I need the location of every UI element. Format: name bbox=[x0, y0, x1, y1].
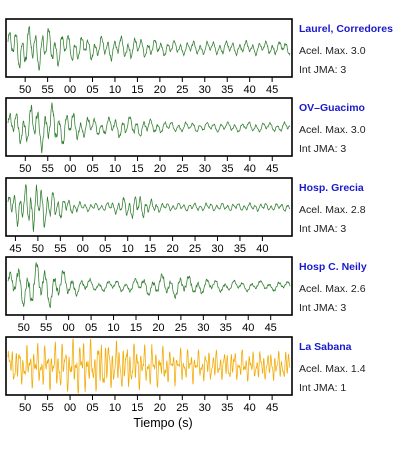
x-tick-label: 00 bbox=[77, 243, 89, 255]
x-tick-label: 15 bbox=[131, 84, 143, 96]
plot-frame bbox=[5, 18, 293, 78]
waveform-trace bbox=[7, 102, 291, 154]
x-tick-label: 30 bbox=[199, 402, 211, 414]
x-tick-label: 10 bbox=[109, 163, 121, 175]
x-tick-label: 15 bbox=[131, 402, 143, 414]
max-acceleration-label: Acel. Max. 2.8 bbox=[299, 204, 366, 216]
x-tick-label: 50 bbox=[19, 84, 31, 96]
x-tick-label: 45 bbox=[265, 322, 277, 334]
x-tick-label: 35 bbox=[221, 163, 233, 175]
x-tick-label: 30 bbox=[199, 163, 211, 175]
x-tick-label: 40 bbox=[244, 163, 256, 175]
x-tick-label: 00 bbox=[64, 402, 76, 414]
plot-frame bbox=[5, 256, 293, 316]
x-tick-label: 10 bbox=[109, 402, 121, 414]
x-tick-label: 55 bbox=[54, 243, 66, 255]
x-tick-label: 50 bbox=[18, 322, 30, 334]
x-tick-label: 40 bbox=[242, 322, 254, 334]
x-tick-label: 20 bbox=[166, 243, 178, 255]
station-name: Laurel, Corredores bbox=[299, 23, 393, 35]
station-name: OV–Guacimo bbox=[299, 102, 365, 114]
station-name: Hosp C. Neily bbox=[299, 261, 367, 273]
jma-intensity-label: Int JMA: 3 bbox=[299, 302, 346, 314]
x-tick-label: 25 bbox=[189, 243, 201, 255]
plot-frame bbox=[5, 336, 293, 396]
x-tick-label: 40 bbox=[256, 243, 268, 255]
x-tick-label: 20 bbox=[154, 84, 166, 96]
x-tick-label: 50 bbox=[19, 163, 31, 175]
waveform-trace bbox=[7, 26, 291, 71]
x-tick-label: 40 bbox=[244, 402, 256, 414]
x-tick-label: 25 bbox=[176, 84, 188, 96]
station-name: Hosp. Grecia bbox=[299, 182, 364, 194]
waveform-trace bbox=[7, 337, 291, 395]
x-tick-label: 50 bbox=[32, 243, 44, 255]
x-tick-label: 50 bbox=[19, 402, 31, 414]
x-tick-label: 20 bbox=[154, 402, 166, 414]
x-tick-label: 55 bbox=[40, 322, 52, 334]
x-tick-label: 05 bbox=[86, 402, 98, 414]
x-tick-label: 45 bbox=[9, 243, 21, 255]
x-tick-label: 35 bbox=[221, 402, 233, 414]
x-tick-label: 55 bbox=[42, 163, 54, 175]
x-tick-label: 55 bbox=[41, 84, 53, 96]
x-tick-label: 15 bbox=[131, 163, 143, 175]
x-tick-label: 35 bbox=[221, 84, 233, 96]
plot-frame bbox=[5, 177, 293, 237]
seismogram-panel: 50 55 00 05 10 15 20 25 30 35 40 45 OV–Guacimo Acel. … bbox=[5, 97, 366, 175]
x-tick-label: 25 bbox=[176, 402, 188, 414]
x-tick-label: 45 bbox=[266, 84, 278, 96]
jma-intensity-label: Int JMA: 3 bbox=[299, 143, 346, 155]
x-tick-label: 30 bbox=[199, 84, 211, 96]
waveform-trace bbox=[7, 183, 291, 232]
x-tick-label: 10 bbox=[122, 243, 134, 255]
x-tick-label: 45 bbox=[266, 402, 278, 414]
max-acceleration-label: Acel. Max. 3.0 bbox=[299, 124, 366, 136]
x-tick-label: 15 bbox=[144, 243, 156, 255]
jma-intensity-label: Int JMA: 1 bbox=[299, 382, 346, 394]
station-name: La Sabana bbox=[299, 341, 352, 353]
x-tick-label: 10 bbox=[109, 84, 121, 96]
x-axis-title: Tiempo (s) bbox=[133, 416, 192, 430]
x-tick-label: 05 bbox=[87, 163, 99, 175]
x-tick-label: 05 bbox=[99, 243, 111, 255]
max-acceleration-label: Acel. Max. 1.4 bbox=[299, 363, 366, 375]
seismogram-panel: 50 55 00 05 10 15 20 25 30 35 40 45 Laurel, Corredor… bbox=[5, 18, 393, 96]
x-tick-label: 45 bbox=[266, 163, 278, 175]
seismogram-panel: 50 55 00 05 10 15 20 25 30 35 40 45 Hosp C. Neily Ace… bbox=[5, 256, 367, 334]
max-acceleration-label: Acel. Max. 3.0 bbox=[299, 45, 366, 57]
x-tick-label: 25 bbox=[175, 322, 187, 334]
x-tick-label: 30 bbox=[211, 243, 223, 255]
x-tick-label: 05 bbox=[86, 84, 98, 96]
x-tick-label: 00 bbox=[63, 322, 75, 334]
seismogram-panel: 50 55 00 05 10 15 20 25 30 35 40 45 La Sabana Acel. M… bbox=[5, 336, 366, 414]
x-tick-label: 10 bbox=[107, 322, 119, 334]
x-tick-label: 35 bbox=[220, 322, 232, 334]
waveform-trace bbox=[7, 262, 291, 308]
x-tick-label: 20 bbox=[152, 322, 164, 334]
x-tick-label: 55 bbox=[41, 402, 53, 414]
jma-intensity-label: Int JMA: 3 bbox=[299, 64, 346, 76]
jma-intensity-label: Int JMA: 3 bbox=[299, 223, 346, 235]
x-tick-label: 35 bbox=[234, 243, 246, 255]
seismogram-panel: 45 50 55 00 05 10 15 20 25 30 35 40 Hosp. Grecia Acel… bbox=[5, 177, 366, 255]
x-tick-label: 20 bbox=[154, 163, 166, 175]
x-tick-label: 40 bbox=[244, 84, 256, 96]
x-tick-label: 15 bbox=[130, 322, 142, 334]
x-tick-label: 00 bbox=[64, 84, 76, 96]
x-tick-label: 05 bbox=[85, 322, 97, 334]
x-tick-label: 00 bbox=[64, 163, 76, 175]
max-acceleration-label: Acel. Max. 2.6 bbox=[299, 283, 366, 295]
x-tick-label: 25 bbox=[176, 163, 188, 175]
plot-frame bbox=[5, 97, 293, 157]
x-tick-label: 30 bbox=[197, 322, 209, 334]
